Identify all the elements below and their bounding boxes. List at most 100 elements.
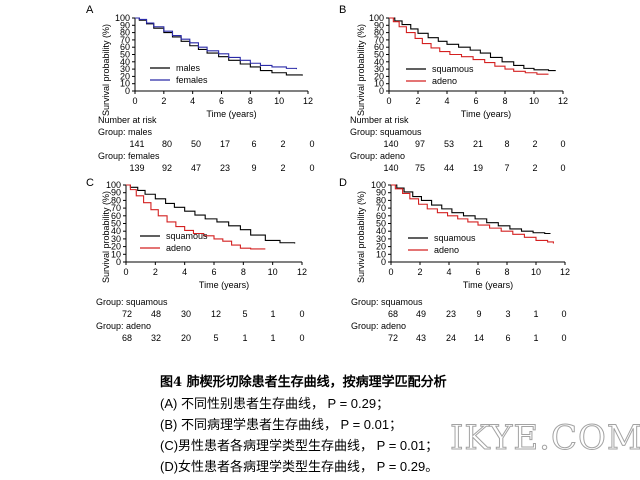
risk-value: 50 (190, 139, 202, 149)
km-panel-c: C Survival probability (%) 0 10 20 30 40 50 60… (0, 0, 320, 345)
survival-curve-females (135, 17, 298, 70)
risk-value: 12 (210, 309, 222, 319)
risk-value: 5 (213, 333, 219, 343)
y-tick-label: 20 (111, 242, 121, 252)
y-tick-label: 70 (120, 35, 130, 45)
y-tick-label: 50 (374, 50, 384, 60)
x-tick-label: 0 (388, 267, 393, 277)
y-tick-label: 100 (369, 13, 384, 23)
risk-value: 6 (505, 333, 511, 343)
risk-value: 17 (219, 139, 231, 149)
risk-value: 32 (150, 333, 162, 343)
y-tick-label: 0 (381, 257, 386, 267)
risk-group-label: Group: males (98, 127, 153, 137)
y-tick-label: 20 (374, 71, 384, 81)
x-tick-label: 0 (123, 267, 128, 277)
risk-value: 72 (121, 309, 133, 319)
x-tick-label: 8 (248, 96, 253, 106)
x-tick-label: 6 (219, 96, 224, 106)
y-tick-label: 10 (374, 79, 384, 89)
y-tick-label: 30 (374, 64, 384, 74)
caption-line: (A) 不同性别患者生存曲线， P = 0.29； (160, 396, 390, 411)
risk-value: 1 (242, 333, 248, 343)
risk-value: 75 (414, 163, 426, 173)
y-tick-label: 10 (376, 249, 386, 259)
y-tick-label: 80 (120, 28, 130, 38)
y-tick-label: 20 (376, 242, 386, 252)
y-tick-label: 30 (111, 234, 121, 244)
caption-line: (D)女性患者各病理学类型生存曲线， P = 0.29。 (160, 459, 439, 474)
survival-curve-squamous (126, 184, 296, 244)
legend-label: females (176, 75, 208, 85)
risk-value: 68 (387, 309, 399, 319)
survival-curve-squamous (389, 17, 556, 72)
x-tick-label: 12 (303, 96, 313, 106)
y-tick-label: 80 (376, 195, 386, 205)
risk-value: 0 (299, 333, 305, 343)
risk-group-label: Group: adeno (351, 321, 407, 331)
risk-value: 53 (443, 139, 455, 149)
x-tick-label: 4 (446, 267, 451, 277)
legend-label: males (176, 63, 201, 73)
y-tick-label: 20 (120, 71, 130, 81)
y-tick-label: 60 (374, 42, 384, 52)
risk-value: 21 (472, 139, 484, 149)
caption-title: 图4 肺楔形切除患者生存曲线，按病理学匹配分析 (160, 375, 447, 390)
x-axis-label: Time (years) (199, 280, 249, 290)
risk-group-label: Group: females (98, 151, 160, 161)
x-tick-label: 8 (241, 267, 246, 277)
y-tick-label: 10 (120, 79, 130, 89)
y-tick-label: 90 (120, 20, 130, 30)
y-tick-label: 0 (125, 86, 130, 96)
risk-group-label: Group: adeno (350, 151, 406, 161)
risk-table-title: Number at risk (350, 115, 409, 125)
km-panel-b: B Survival probability (%) 0 10 20 30 40 50 60… (0, 0, 640, 180)
panel-letter: B (339, 4, 347, 16)
y-tick-label: 90 (376, 188, 386, 198)
y-tick-label: 50 (376, 219, 386, 229)
risk-value: 92 (161, 163, 173, 173)
risk-value: 43 (415, 333, 427, 343)
y-tick-label: 50 (111, 219, 121, 229)
survival-curve-adeno (126, 184, 266, 250)
risk-value: 0 (560, 163, 566, 173)
risk-value: 0 (561, 309, 567, 319)
y-tick-label: 100 (371, 180, 386, 190)
x-tick-label: 2 (415, 96, 420, 106)
x-tick-label: 4 (444, 96, 449, 106)
risk-group-label: Group: squamous (351, 297, 423, 307)
x-tick-label: 10 (268, 267, 278, 277)
caption-line: (B) 不同病理学患者生存曲线， P = 0.01； (160, 417, 403, 432)
risk-value: 9 (251, 163, 257, 173)
legend-label: adeno (166, 243, 191, 253)
panel-letter: A (86, 4, 94, 16)
y-tick-label: 30 (376, 234, 386, 244)
y-tick-label: 60 (120, 42, 130, 52)
risk-value: 24 (445, 333, 457, 343)
y-tick-label: 60 (376, 211, 386, 221)
risk-group-label: Group: squamous (96, 297, 168, 307)
risk-value: 0 (309, 139, 315, 149)
y-tick-label: 0 (116, 257, 121, 267)
x-tick-label: 8 (504, 267, 509, 277)
risk-value: 2 (532, 163, 538, 173)
risk-value: 44 (443, 163, 455, 173)
risk-value: 0 (560, 139, 566, 149)
x-tick-label: 0 (132, 96, 137, 106)
x-axis-label: Time (years) (206, 109, 256, 119)
km-panel-d: D Survival probability (%) 0 10 20 30 40 50 60… (339, 177, 570, 343)
x-tick-label: 6 (211, 267, 216, 277)
y-tick-label: 10 (111, 249, 121, 259)
risk-group-label: Group: squamous (350, 127, 422, 137)
y-tick-label: 0 (379, 86, 384, 96)
risk-value: 97 (414, 139, 426, 149)
x-axis-label: Time (years) (463, 280, 513, 290)
y-tick-label: 70 (374, 35, 384, 45)
y-tick-label: 30 (120, 64, 130, 74)
x-tick-label: 4 (190, 96, 195, 106)
risk-value: 49 (415, 309, 427, 319)
